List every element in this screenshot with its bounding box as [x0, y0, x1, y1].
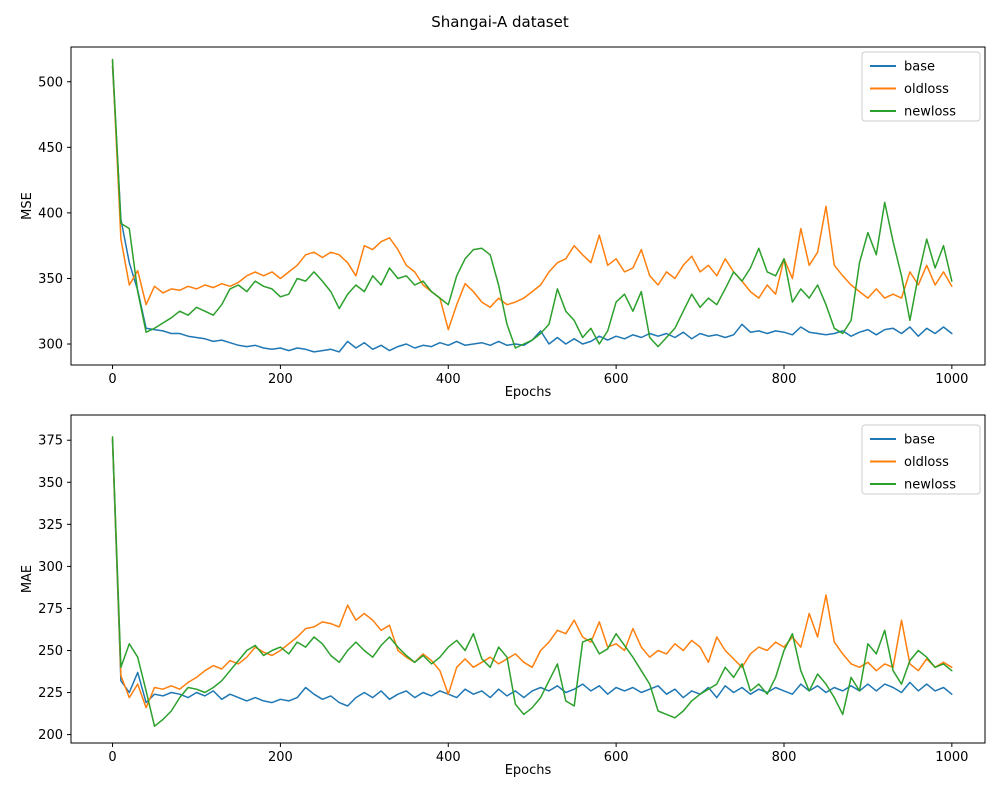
- y-tick-label: 225: [38, 686, 63, 701]
- y-tick-label: 350: [38, 476, 63, 491]
- series-line-base: [111, 439, 953, 707]
- y-tick-label: 250: [38, 644, 63, 659]
- legend-box: [861, 51, 981, 122]
- legend-label-oldloss: oldloss: [904, 455, 949, 470]
- axes-frame: [70, 46, 986, 366]
- legend-label-newloss: newloss: [904, 105, 956, 120]
- x-tick-label: 800: [772, 750, 797, 765]
- y-tick-label: 450: [38, 141, 63, 156]
- series-line-newloss: [111, 58, 953, 349]
- x-tick-label: 1000: [935, 750, 968, 765]
- y-tick-label: 350: [38, 272, 63, 287]
- mae-subplot: 0 200 400 600 800 1000 200 225 250 275 300 325 350 37…: [20, 414, 986, 778]
- y-tick-label: 400: [38, 206, 63, 221]
- legend-label-base: base: [904, 60, 935, 75]
- x-tick-label: 400: [436, 372, 461, 387]
- y-tick-label: 200: [38, 728, 63, 743]
- series-line-newloss: [111, 436, 953, 727]
- y-tick-label: 500: [38, 75, 63, 90]
- y-axis-label: MSE: [20, 192, 35, 220]
- x-axis-label: Epochs: [505, 763, 552, 778]
- x-tick-label: 600: [604, 750, 629, 765]
- x-tick-label: 200: [268, 750, 293, 765]
- x-axis-label: Epochs: [505, 385, 552, 400]
- x-tick-label: 0: [108, 750, 116, 765]
- x-tick-label: 800: [772, 372, 797, 387]
- x-tick-label: 600: [604, 372, 629, 387]
- y-tick-label: 375: [38, 434, 63, 449]
- mse-subplot: 0 200 400 600 800 1000 300 350 400 450 500 Epochs MS…: [20, 46, 986, 400]
- x-tick-label: 400: [436, 750, 461, 765]
- legend-label-base: base: [904, 433, 935, 448]
- series-line-oldloss: [111, 437, 953, 709]
- y-axis-label: MAE: [20, 565, 35, 593]
- legend-label-newloss: newloss: [904, 478, 956, 493]
- x-tick-label: 0: [108, 372, 116, 387]
- x-tick-label: 1000: [935, 372, 968, 387]
- y-tick-label: 300: [38, 560, 63, 575]
- legend-label-oldloss: oldloss: [904, 82, 949, 97]
- figure-title: Shangai-A dataset: [431, 13, 569, 31]
- y-tick-label: 275: [38, 602, 63, 617]
- axes-frame: [70, 414, 986, 744]
- series-line-oldloss: [111, 60, 953, 331]
- x-tick-label: 200: [268, 372, 293, 387]
- y-tick-label: 300: [38, 338, 63, 353]
- y-tick-label: 325: [38, 518, 63, 533]
- legend-box: [861, 424, 981, 495]
